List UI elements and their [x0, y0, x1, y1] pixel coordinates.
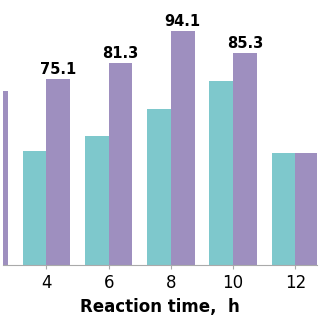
Text: 81.3: 81.3 — [102, 46, 139, 61]
Bar — [46, 78, 70, 265]
Bar — [0, 92, 8, 265]
Bar — [171, 31, 195, 265]
X-axis label: Reaction time,  h: Reaction time, h — [80, 298, 240, 316]
Text: 94.1: 94.1 — [164, 14, 201, 29]
Bar — [233, 53, 257, 265]
Bar — [295, 153, 319, 265]
Text: 75.1: 75.1 — [40, 61, 76, 76]
Bar — [272, 153, 295, 265]
Bar — [210, 81, 233, 265]
Bar — [23, 151, 46, 265]
Bar — [147, 108, 171, 265]
Bar — [85, 136, 109, 265]
Bar — [109, 63, 132, 265]
Text: 85.3: 85.3 — [227, 36, 263, 51]
